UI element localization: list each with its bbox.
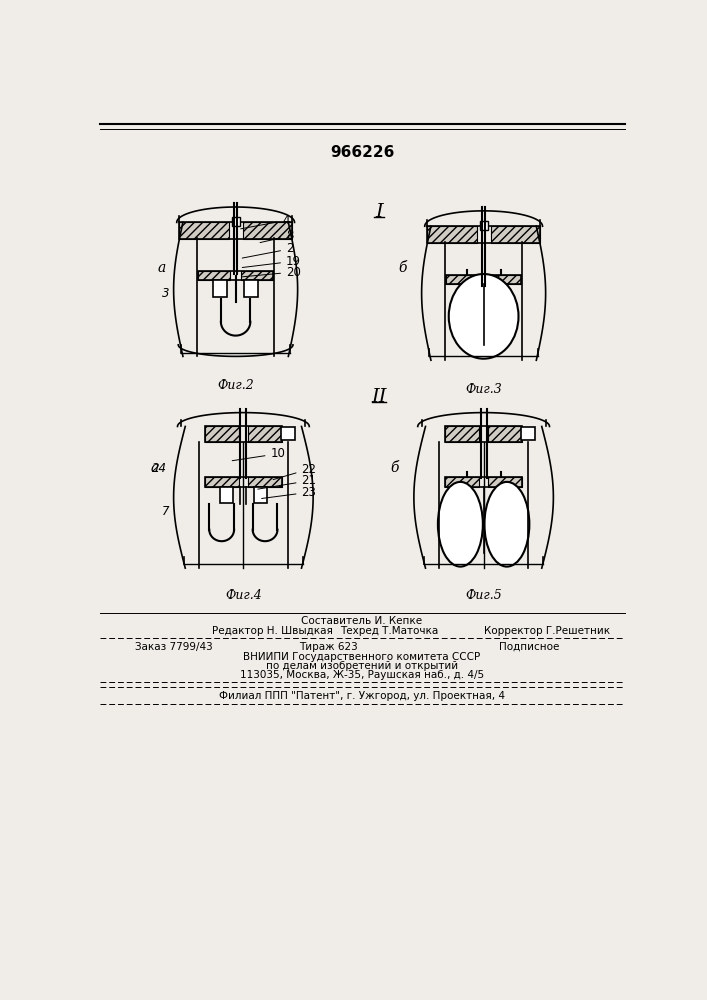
Text: 7: 7: [162, 505, 170, 518]
Text: 10: 10: [232, 447, 286, 461]
Text: 113035, Москва, Ж-35, Раушская наб., д. 4/5: 113035, Москва, Ж-35, Раушская наб., д. …: [240, 670, 484, 680]
Bar: [204, 477, 239, 487]
Bar: [281, 427, 295, 440]
Bar: [199, 271, 273, 280]
Text: Подписное: Подписное: [499, 642, 559, 652]
Text: Заказ 7799/43: Заказ 7799/43: [135, 642, 213, 652]
Bar: [243, 222, 292, 239]
Text: Тираж 623: Тираж 623: [299, 642, 358, 652]
Bar: [446, 275, 478, 284]
Bar: [204, 477, 282, 487]
Text: Техред Т.Маточка: Техред Т.Маточка: [340, 626, 438, 636]
Text: 21: 21: [258, 474, 317, 489]
Text: 22: 22: [273, 463, 317, 480]
Bar: [204, 426, 239, 442]
Bar: [241, 271, 273, 280]
Bar: [220, 487, 233, 503]
Text: ВНИИПИ Государственного комитета СССР: ВНИИПИ Государственного комитета СССР: [243, 652, 481, 662]
Text: 2: 2: [243, 242, 293, 258]
Bar: [521, 427, 534, 440]
Text: Филиал ППП "Патент", г. Ужгород, ул. Проектная, 4: Филиал ППП "Патент", г. Ужгород, ул. Про…: [219, 691, 505, 701]
Bar: [248, 477, 282, 487]
Text: Фиг.3: Фиг.3: [465, 383, 502, 396]
Text: I: I: [375, 203, 383, 221]
Text: б: б: [398, 261, 407, 275]
Bar: [445, 477, 479, 487]
Bar: [179, 222, 292, 239]
Ellipse shape: [484, 482, 530, 567]
Text: 3: 3: [162, 287, 170, 300]
Text: 4: 4: [240, 214, 290, 229]
Text: Фиг.2: Фиг.2: [217, 379, 254, 392]
Text: 24: 24: [152, 462, 167, 475]
Bar: [445, 477, 522, 487]
Bar: [491, 226, 540, 243]
Bar: [427, 226, 477, 243]
Text: Редактор Н. Швыдкая: Редактор Н. Швыдкая: [212, 626, 333, 636]
Text: 23: 23: [262, 486, 316, 499]
Text: Составитель И. Кепке: Составитель И. Кепке: [301, 615, 423, 626]
Text: 966226: 966226: [329, 145, 394, 160]
Bar: [199, 271, 230, 280]
Text: 20: 20: [243, 266, 301, 279]
Text: Фиг.4: Фиг.4: [225, 589, 262, 602]
Text: б: б: [390, 461, 399, 475]
Bar: [489, 426, 522, 442]
Bar: [179, 222, 228, 239]
Bar: [244, 280, 258, 297]
Ellipse shape: [449, 274, 518, 359]
Text: 8: 8: [260, 229, 293, 243]
Bar: [213, 280, 227, 297]
Bar: [489, 477, 522, 487]
Bar: [480, 221, 488, 230]
Bar: [248, 426, 282, 442]
Bar: [255, 487, 267, 503]
Bar: [232, 217, 240, 226]
Text: по делам изобретений и открытий: по делам изобретений и открытий: [266, 661, 458, 671]
Bar: [445, 426, 479, 442]
Bar: [446, 275, 521, 284]
Text: 19: 19: [243, 255, 301, 268]
Text: II: II: [371, 388, 387, 406]
Ellipse shape: [438, 482, 483, 567]
Bar: [489, 275, 521, 284]
Bar: [204, 426, 282, 442]
Bar: [445, 426, 522, 442]
Text: Корректор Г.Решетник: Корректор Г.Решетник: [484, 626, 609, 636]
Text: a: a: [150, 461, 158, 475]
Text: a: a: [158, 261, 166, 275]
Text: Фиг.5: Фиг.5: [465, 589, 502, 602]
Bar: [427, 226, 540, 243]
